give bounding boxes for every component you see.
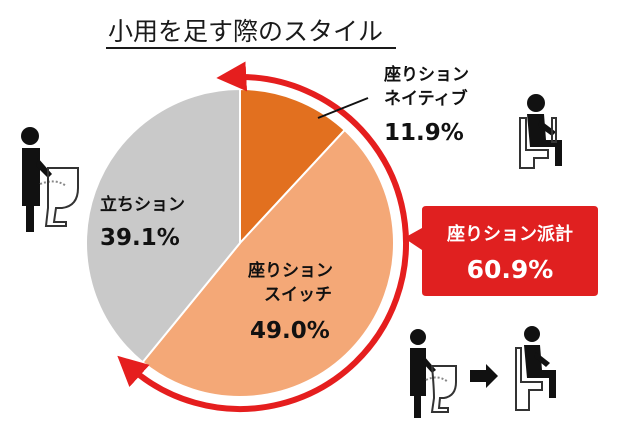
native-label-line1: 座りション xyxy=(384,64,469,85)
slice-label-switch: 座りション スイッチ xyxy=(248,260,339,305)
native-leader-line xyxy=(317,97,369,119)
slice-label-standing: 立ちション xyxy=(100,194,185,215)
slice-value-native: 11.9% xyxy=(384,120,464,146)
sitting-on-toilet-icon xyxy=(519,94,562,169)
callout-label: 座りション派計 xyxy=(447,223,573,245)
sitting-total-arc xyxy=(117,61,409,412)
callout-value: 60.9% xyxy=(467,255,554,284)
sitting-total-callout: 座りション派計 60.9% xyxy=(404,206,598,296)
standing-to-sitting-icon xyxy=(410,326,556,418)
chart-title: 小用を足す際のスタイル xyxy=(108,17,383,46)
slice-value-switch: 49.0% xyxy=(250,318,330,344)
switch-label-line1: 座りション xyxy=(248,260,333,281)
slice-label-native: 座りション ネイティブ xyxy=(384,64,475,109)
switch-label-line2: スイッチ xyxy=(264,285,332,305)
callout-box xyxy=(404,206,598,296)
slice-value-standing: 39.1% xyxy=(100,225,180,251)
native-label-line2: ネイティブ xyxy=(384,88,468,109)
standing-urination-icon xyxy=(21,127,79,232)
